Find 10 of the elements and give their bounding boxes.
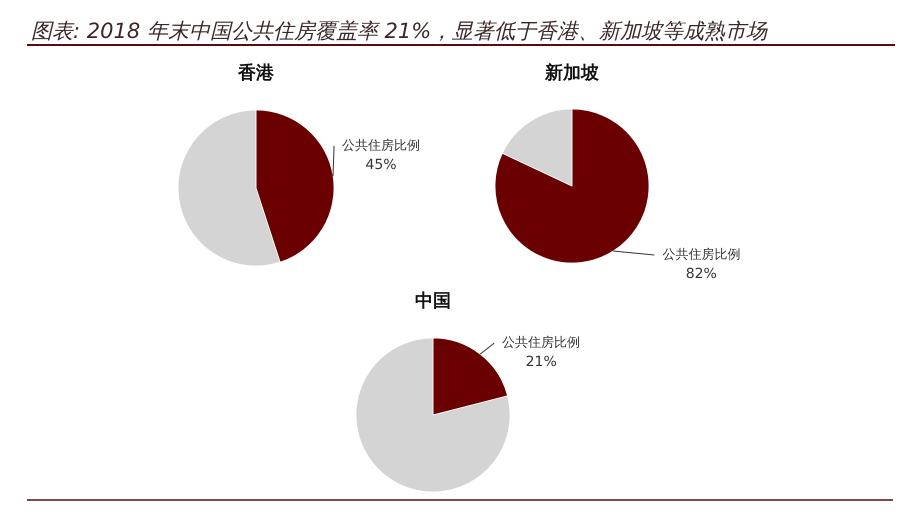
value-label: 21% [526,354,557,370]
slice-label: 公共住房比例 [502,336,580,351]
title: 香港 [238,62,274,84]
value-label: 45% [365,156,397,173]
slice-label: 公共住房比例 [342,138,420,154]
value-label: 82% [686,266,717,282]
title: 图表: 2018 年末中国公共住房覆盖率 21%，显著低于香港、新加坡等成熟市场 [31,19,768,43]
title: 中国 [415,290,451,312]
title: 新加坡 [545,62,599,84]
slice-label: 公共住房比例 [662,248,740,263]
